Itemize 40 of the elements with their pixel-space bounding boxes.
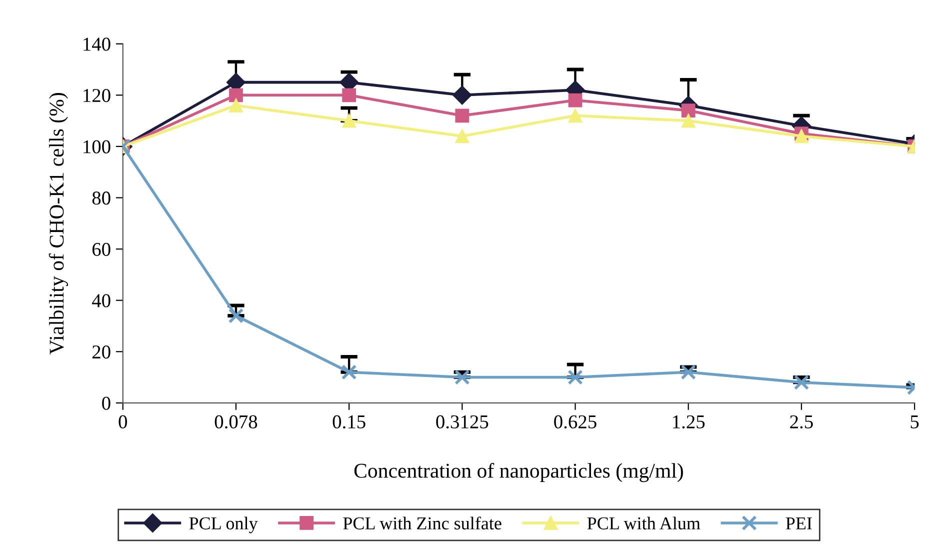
x-axis-title: Concentration of nanoparticles (mg/ml) [354,462,683,482]
point [794,374,810,390]
x-tick-label: 0.15 [332,415,366,429]
y-tick-label: 20 [92,345,110,359]
y-tick-label: 140 [84,38,110,51]
point [342,88,356,102]
x-tick-label: 0.3125 [436,415,488,429]
y-tick-label: 120 [84,88,110,102]
point [568,108,582,123]
point [229,98,243,112]
point [681,114,696,128]
point [455,129,470,144]
x-tick-label: 0 [118,415,127,428]
y-axis-title: Vialbility of CHO-K1 cells (%) [48,93,68,354]
point [228,308,244,324]
point [342,114,356,128]
point [341,364,357,380]
x-tick-label: 0.625 [554,415,596,429]
y-tick-label: 60 [92,242,110,256]
legend-label: PCL only [189,516,258,534]
point [568,93,582,108]
x-tick-label: 2.5 [790,415,813,429]
x-tick-label: 5 [910,415,919,428]
y-tick-label: 100 [84,140,110,154]
legend-label: PCL with Alum [587,516,700,530]
y-tick-label: 0 [102,396,110,410]
y-tick-label: 40 [92,294,110,308]
point [455,108,470,123]
legend-label: PEI [786,517,812,530]
y-tick-label: 80 [92,192,110,205]
point [680,364,696,380]
point [454,370,470,385]
x-tick-label: 0.078 [214,415,258,429]
legend-label: PCL with Zinc sulfate [343,516,502,530]
point [229,88,243,102]
point [681,104,696,118]
point [794,129,808,144]
point [452,86,472,105]
point [568,370,583,385]
x-tick-label: 1.25 [673,415,705,429]
